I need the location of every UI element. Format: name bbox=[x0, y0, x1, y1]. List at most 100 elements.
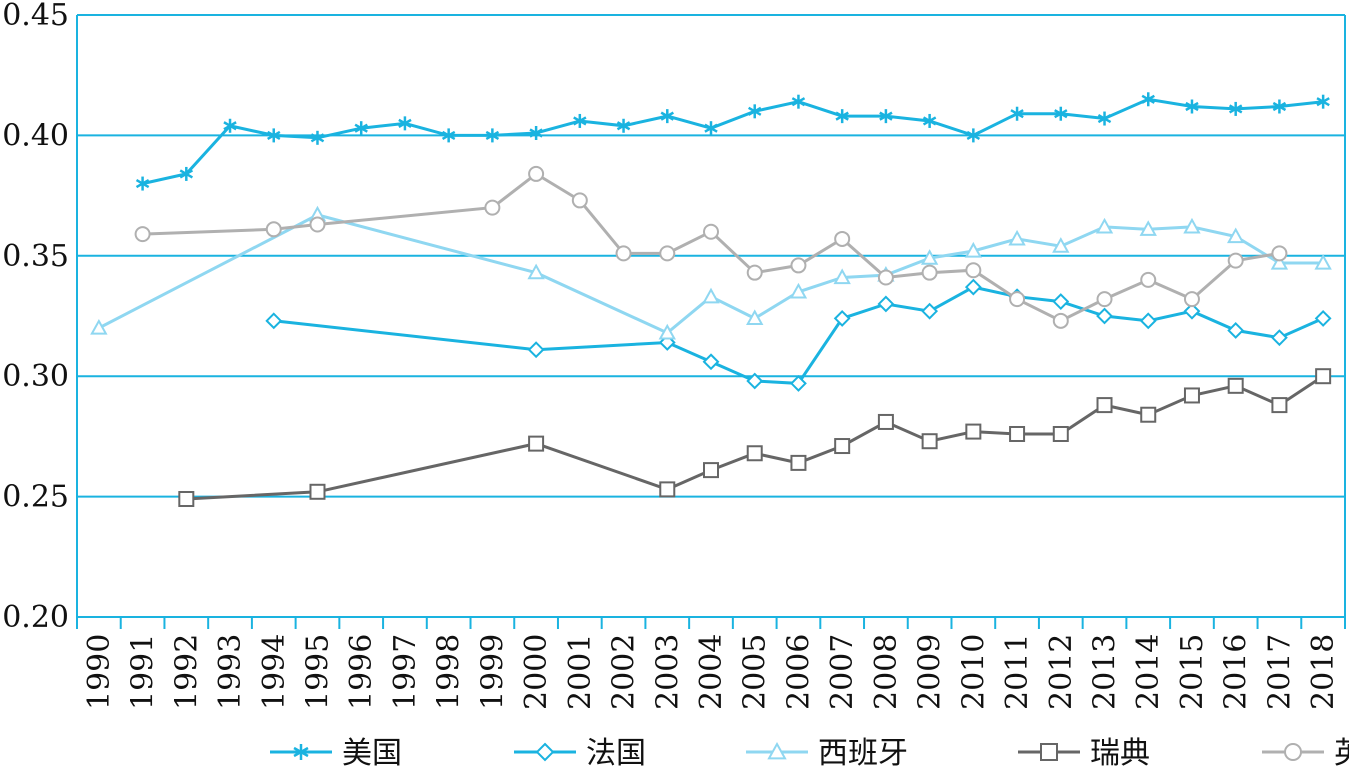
asterisk-marker-stroke bbox=[879, 111, 893, 121]
data-point bbox=[834, 438, 851, 455]
asterisk-marker-stroke bbox=[354, 123, 368, 133]
x-tick-label: 2018 bbox=[1306, 634, 1341, 710]
asterisk-marker-stroke bbox=[223, 121, 237, 131]
diamond-marker bbox=[1183, 302, 1201, 320]
circle-marker bbox=[703, 223, 719, 240]
data-point bbox=[528, 435, 545, 452]
data-point bbox=[835, 109, 849, 124]
data-point bbox=[920, 249, 939, 265]
triangle-marker bbox=[789, 282, 808, 299]
x-tick-label: 1995 bbox=[300, 634, 335, 710]
square-marker bbox=[178, 491, 195, 508]
asterisk-marker-stroke bbox=[835, 111, 849, 121]
x-tick-label: 1990 bbox=[82, 634, 117, 710]
data-point bbox=[615, 245, 632, 262]
data-point bbox=[703, 223, 719, 240]
square-marker bbox=[659, 481, 676, 498]
x-axis: 1990 1991 1992 1993 1994 1995 1996 1997 1998 1999… bbox=[76, 617, 1346, 710]
asterisk-marker-stroke bbox=[1316, 97, 1330, 107]
square-marker bbox=[790, 454, 807, 471]
data-point bbox=[1096, 307, 1113, 325]
circle-marker bbox=[484, 199, 501, 216]
series-0 bbox=[135, 92, 1330, 191]
circle-marker bbox=[1271, 245, 1288, 262]
legend-item: 法国 bbox=[514, 736, 646, 771]
x-tick-label: 2017 bbox=[1262, 634, 1297, 710]
triangle-marker bbox=[1052, 237, 1070, 253]
triangle-marker bbox=[1139, 220, 1157, 236]
data-point bbox=[354, 121, 368, 136]
data-point bbox=[1315, 368, 1332, 385]
data-point bbox=[1316, 94, 1330, 109]
asterisk-marker-stroke bbox=[293, 746, 309, 758]
data-point bbox=[965, 262, 982, 279]
circle-marker bbox=[877, 269, 894, 286]
data-point bbox=[833, 309, 851, 327]
asterisk-marker-stroke bbox=[1228, 104, 1243, 114]
asterisk-marker-stroke bbox=[135, 178, 150, 189]
data-point bbox=[659, 481, 676, 498]
series-line bbox=[142, 97, 1324, 186]
data-point bbox=[1009, 291, 1026, 308]
data-point bbox=[1052, 237, 1070, 253]
asterisk-marker-stroke bbox=[1097, 113, 1112, 124]
data-point bbox=[704, 121, 718, 136]
x-tick-label: 2004 bbox=[694, 634, 729, 710]
series-line bbox=[273, 285, 1324, 385]
data-point bbox=[1185, 99, 1199, 114]
square-marker bbox=[1052, 425, 1069, 442]
data-point bbox=[703, 462, 719, 479]
square-marker bbox=[1271, 397, 1288, 414]
asterisk-marker-stroke bbox=[1185, 101, 1199, 112]
x-tick-label: 2010 bbox=[956, 634, 991, 710]
triangle-marker bbox=[964, 241, 983, 258]
circle-marker bbox=[834, 230, 851, 247]
data-point bbox=[966, 128, 981, 143]
series-group bbox=[90, 92, 1332, 508]
asterisk-marker-stroke bbox=[1054, 109, 1068, 119]
data-point bbox=[877, 295, 895, 313]
data-point bbox=[179, 166, 194, 181]
asterisk-marker-stroke bbox=[660, 111, 674, 121]
diamond-marker bbox=[1227, 322, 1245, 339]
asterisk-marker-stroke bbox=[791, 97, 806, 107]
data-point bbox=[1096, 397, 1113, 414]
data-point bbox=[790, 454, 807, 471]
data-point bbox=[791, 94, 806, 109]
asterisk-marker-stroke bbox=[704, 123, 718, 133]
circle-marker bbox=[1140, 271, 1157, 288]
diamond-marker bbox=[702, 353, 720, 371]
y-tick-label: 0.35 bbox=[2, 239, 69, 274]
circle-marker bbox=[571, 192, 588, 209]
diamond-marker bbox=[921, 302, 939, 320]
circle-marker bbox=[790, 257, 807, 274]
asterisk-marker-stroke bbox=[398, 118, 412, 128]
y-tick-label: 0.45 bbox=[2, 0, 69, 33]
data-point bbox=[1227, 322, 1245, 339]
series-line bbox=[142, 172, 1280, 323]
data-point bbox=[790, 375, 807, 392]
circle-marker bbox=[615, 245, 632, 262]
data-point bbox=[571, 192, 588, 209]
data-point bbox=[265, 312, 283, 330]
x-tick-label: 1991 bbox=[126, 634, 161, 710]
data-point bbox=[965, 423, 982, 440]
x-tick-label: 2013 bbox=[1088, 634, 1123, 710]
circle-marker bbox=[659, 245, 676, 262]
series-1 bbox=[265, 278, 1332, 392]
data-point bbox=[659, 245, 676, 262]
x-tick-label: 2011 bbox=[1000, 634, 1035, 710]
circle-marker bbox=[134, 226, 151, 243]
legend: 美国 法国 西班牙 瑞典 英国 bbox=[270, 736, 1349, 771]
x-tick-label: 2002 bbox=[607, 634, 642, 710]
data-point bbox=[1226, 227, 1245, 244]
data-point bbox=[1271, 397, 1288, 414]
circle-marker bbox=[965, 262, 982, 279]
data-point bbox=[1095, 217, 1114, 234]
data-point bbox=[964, 241, 983, 258]
data-point bbox=[309, 216, 326, 233]
diamond-marker bbox=[265, 312, 283, 330]
legend-item: 英国 bbox=[1262, 736, 1349, 771]
square-marker bbox=[921, 433, 938, 450]
